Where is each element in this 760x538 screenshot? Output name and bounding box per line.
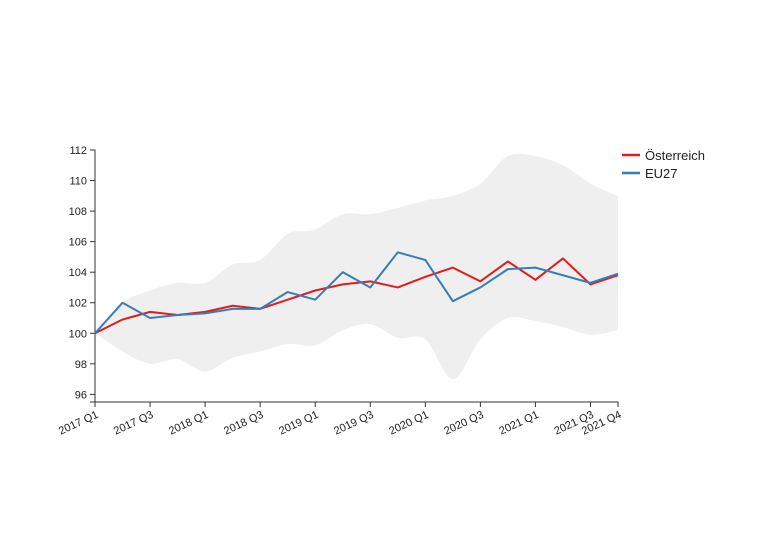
- series-line-eu27[interactable]: [94, 251, 619, 334]
- x-tick-label: 2020 Q1: [387, 409, 430, 438]
- range-band: [95, 153, 618, 380]
- y-tick-label: 106: [69, 237, 87, 249]
- legend-label[interactable]: Österreich: [645, 148, 705, 163]
- series-layer: [94, 251, 619, 335]
- x-tick-label: 2020 Q3: [442, 409, 485, 438]
- range-band-layer: [95, 153, 618, 380]
- y-tick-label: 108: [69, 206, 87, 218]
- legend-label[interactable]: EU27: [645, 166, 678, 181]
- x-tick-label: 2017 Q1: [57, 409, 100, 438]
- y-tick-label: 96: [75, 389, 87, 401]
- x-axis-line: [94, 401, 619, 407]
- legend[interactable]: Österreich EU27: [622, 148, 705, 181]
- x-tick-label: 2019 Q1: [277, 409, 320, 438]
- y-tick-label: 100: [69, 328, 87, 340]
- y-tick-label: 112: [69, 145, 87, 157]
- x-tick-label: 2018 Q3: [222, 409, 265, 438]
- x-tick-label: 2019 Q3: [332, 409, 375, 438]
- y-tick-label: 110: [69, 176, 87, 188]
- y-tick-label: 102: [69, 298, 87, 310]
- y-tick-label: 98: [75, 359, 87, 371]
- y-tick-label: 104: [69, 267, 87, 279]
- x-tick-label: 2021 Q1: [497, 409, 540, 438]
- x-tick-label: 2017 Q3: [112, 409, 155, 438]
- x-tick-label: 2018 Q1: [167, 409, 210, 438]
